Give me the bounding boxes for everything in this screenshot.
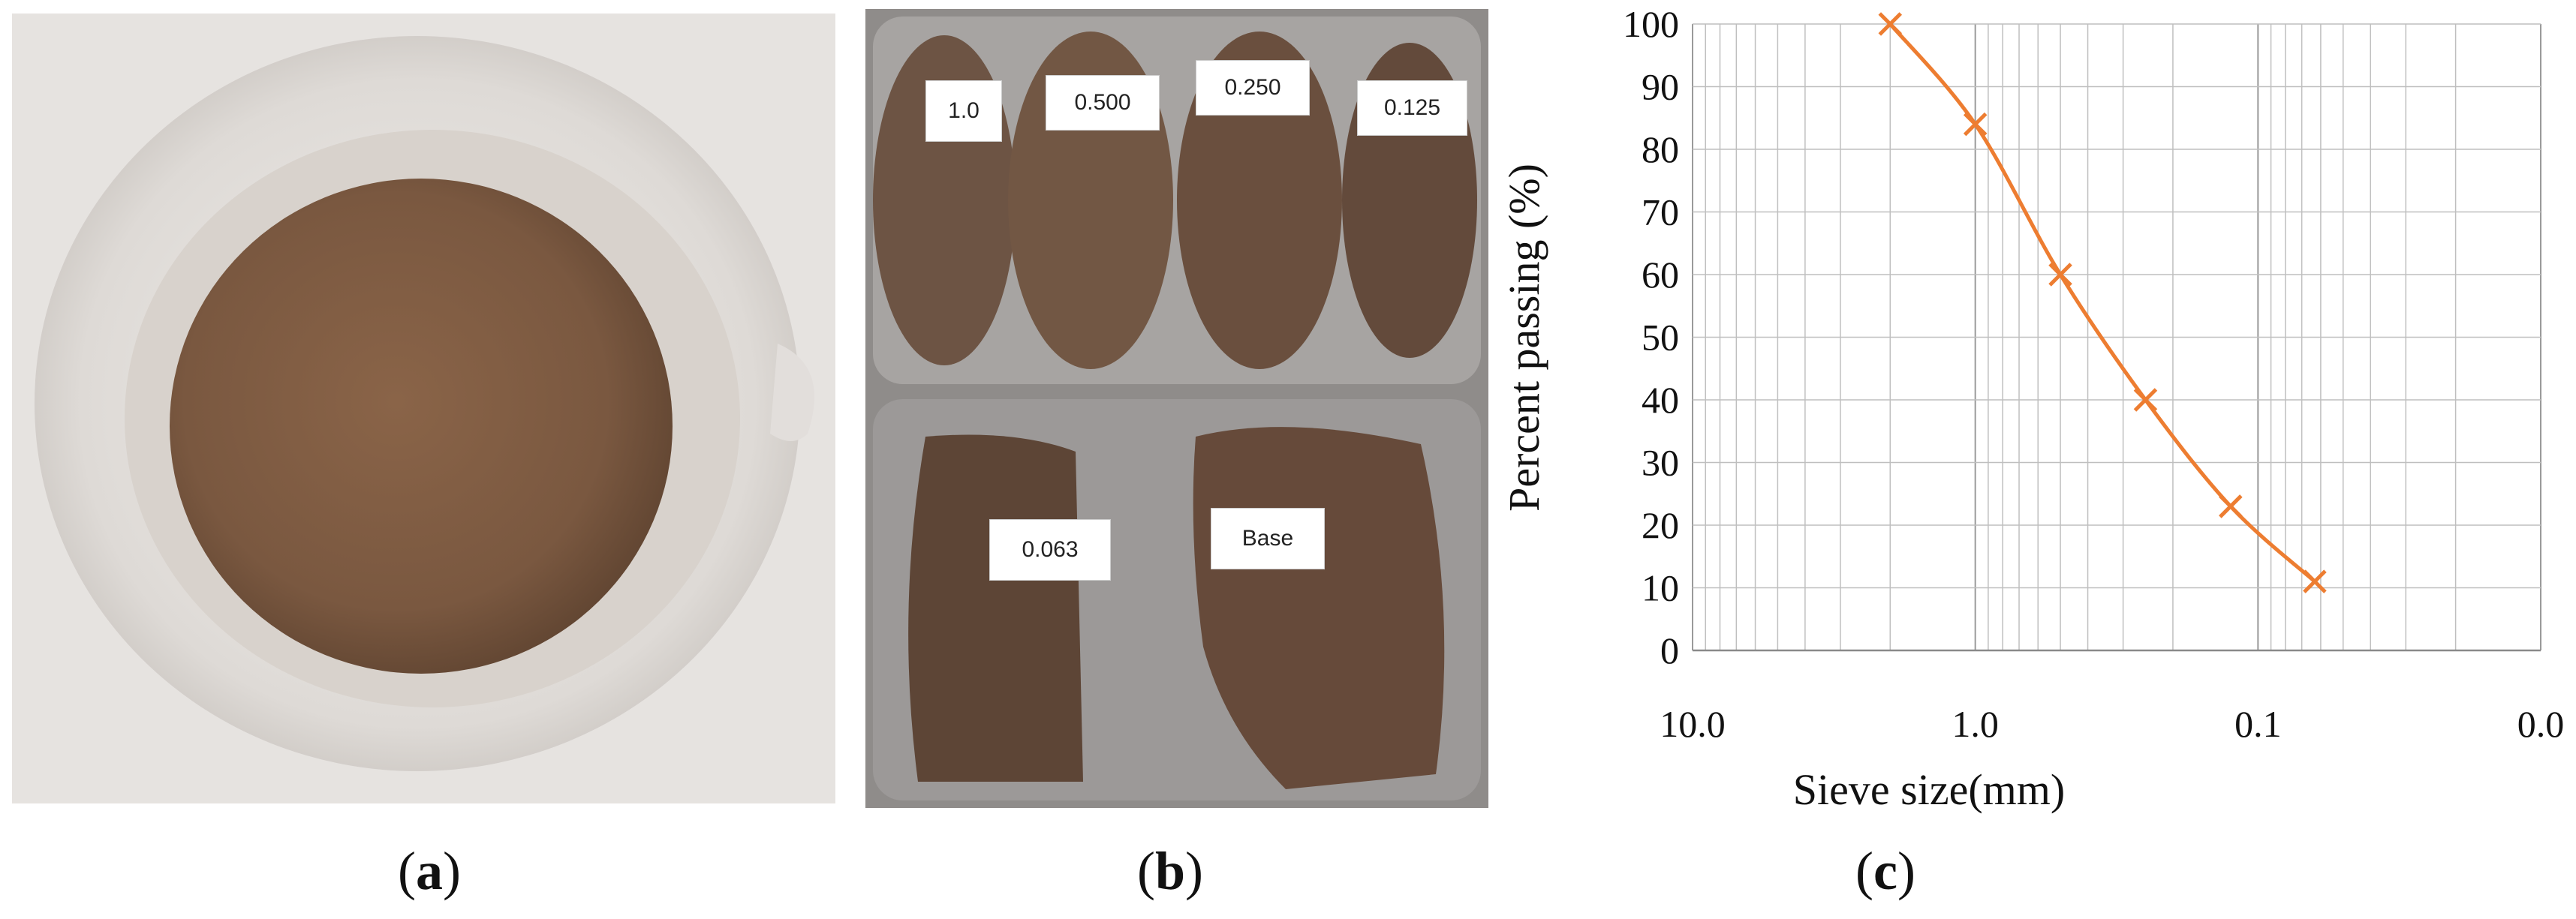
panel-a-label: (a) bbox=[398, 841, 461, 901]
x-tick-label: 0.0 bbox=[2517, 703, 2565, 745]
y-tick-label: 30 bbox=[1642, 442, 1679, 484]
y-tick-label: 0 bbox=[1660, 629, 1679, 671]
y-tick-label: 80 bbox=[1642, 128, 1679, 170]
sieve-tag-0-500: 0.500 bbox=[1046, 75, 1160, 131]
y-tick-label: 70 bbox=[1642, 191, 1679, 233]
sieve-tag-0-125: 0.125 bbox=[1357, 80, 1467, 136]
sieve-tag-1-0: 1.0 bbox=[925, 80, 1002, 142]
y-tick-label: 100 bbox=[1623, 3, 1679, 45]
x-tick-label: 1.0 bbox=[1952, 703, 1999, 745]
y-tick-label: 50 bbox=[1642, 317, 1679, 359]
panel-b-label: (b) bbox=[1137, 841, 1204, 901]
sieve-tag-0-063: 0.063 bbox=[989, 519, 1111, 581]
sieve-chart: 0 10 20 30 40 50 60 70 80 90 100 10.0 1.0 0.1 0.0 Per… bbox=[1500, 3, 2564, 901]
y-tick-label: 90 bbox=[1642, 66, 1679, 108]
data-point-marker bbox=[1963, 112, 1988, 137]
data-point-marker bbox=[1878, 12, 1903, 36]
y-tick-label: 20 bbox=[1642, 504, 1679, 546]
sieve-tag-base: Base bbox=[1211, 508, 1325, 569]
x-tick-label: 0.1 bbox=[2234, 703, 2282, 745]
y-tick-label: 60 bbox=[1642, 254, 1679, 296]
data-point-marker bbox=[2133, 388, 2158, 412]
data-point-marker bbox=[2219, 494, 2243, 518]
x-axis-label: Sieve size(mm) bbox=[1793, 765, 2065, 814]
sieve-fractions-photo: 1.0 0.500 0.250 0.125 0.063 Base bbox=[865, 9, 1488, 808]
series-line bbox=[1888, 23, 2316, 584]
panel-c-label: (c) bbox=[1855, 841, 1915, 901]
y-tick-label: 40 bbox=[1642, 379, 1679, 421]
data-point-marker bbox=[2048, 263, 2072, 287]
series-layer bbox=[1878, 12, 2327, 593]
chart-grid-major bbox=[1692, 23, 2541, 652]
y-tick-labels: 0 10 20 30 40 50 60 70 80 90 100 bbox=[1623, 3, 1679, 671]
y-tick-label: 10 bbox=[1642, 567, 1679, 609]
x-tick-label: 10.0 bbox=[1660, 703, 1726, 745]
sieve-tag-0-250: 0.250 bbox=[1196, 60, 1310, 116]
data-point-marker bbox=[2303, 569, 2327, 593]
y-axis-label: Percent passing (%) bbox=[1500, 164, 1548, 512]
soil-bowl-photo bbox=[12, 14, 835, 803]
x-tick-labels: 10.0 1.0 0.1 0.0 bbox=[1660, 703, 2564, 745]
